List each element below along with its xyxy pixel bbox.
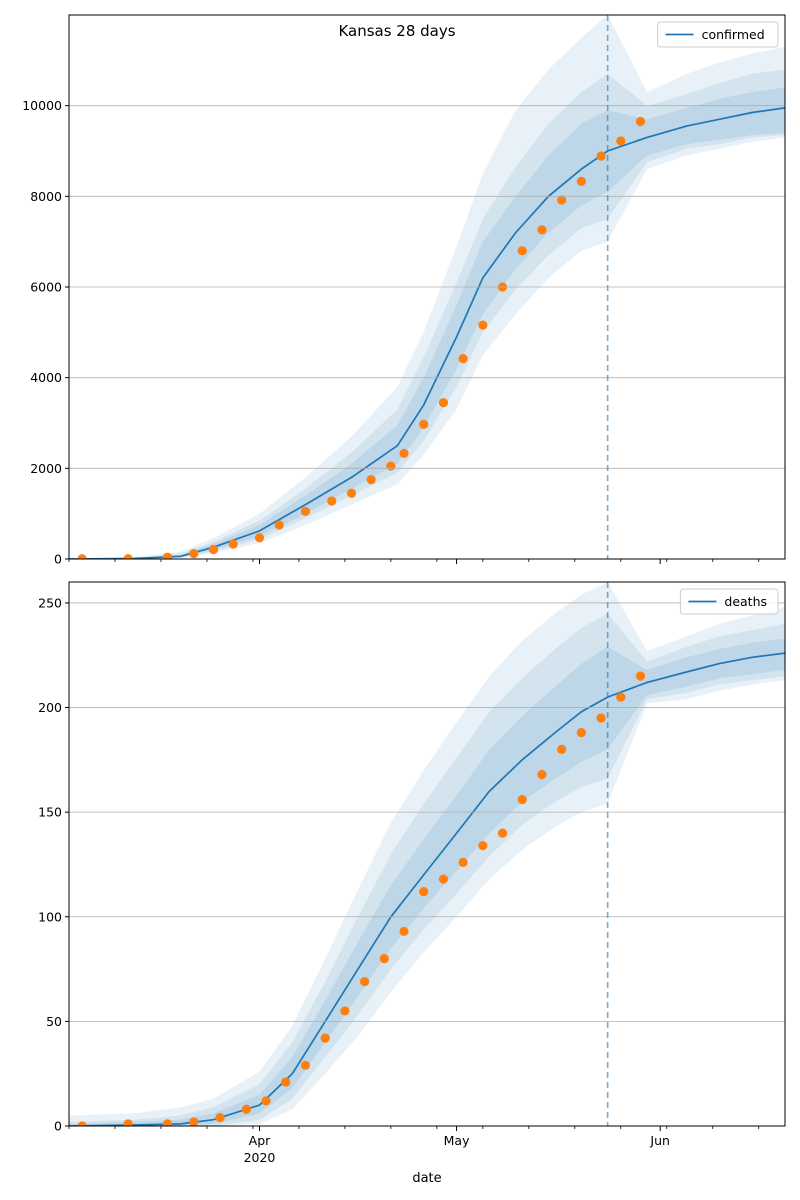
observed-point (77, 554, 87, 559)
legend-box (679, 588, 779, 615)
x-tick-label: Apr (249, 1133, 271, 1148)
observed-point (123, 554, 133, 559)
y-tick-label: 250 (38, 595, 62, 610)
observed-point (228, 539, 238, 549)
observed-point (596, 713, 606, 723)
observed-point (596, 151, 606, 161)
figure-title: Kansas 28 days (338, 22, 455, 40)
observed-point (123, 1119, 133, 1126)
observed-point (359, 977, 370, 987)
observed-point (281, 1077, 291, 1087)
observed-point (438, 398, 449, 408)
y-tick-label: 2000 (30, 461, 62, 476)
x-tick-label: May (444, 1133, 470, 1148)
plot-area (69, 15, 785, 559)
inner-uncertainty-band (69, 87, 785, 559)
observed-point (537, 225, 547, 235)
legend-label: deaths (724, 594, 767, 609)
observed-point (537, 769, 547, 780)
observed-point (254, 533, 265, 543)
inner-uncertainty-band (69, 638, 785, 1126)
observed-point (419, 419, 429, 429)
y-tick-label: 8000 (30, 189, 62, 204)
y-tick-label: 0 (54, 552, 62, 567)
observed-point (274, 520, 284, 530)
observed-point (438, 874, 449, 884)
plot-area (69, 582, 785, 1126)
observed-point (557, 744, 567, 754)
outer-uncertainty-band (69, 582, 785, 1126)
legend-box (657, 21, 779, 48)
observed-point (208, 544, 219, 555)
observed-point (557, 195, 567, 205)
observed-point (340, 1006, 350, 1016)
outer-uncertainty-band (69, 15, 785, 559)
deaths-panel: 0 50 100 150 200 250 Apr 2020 May Jun deaths (38, 581, 786, 1165)
y-tick-label: 10000 (22, 98, 62, 113)
axes-frame (68, 581, 786, 1127)
x-tick-label: Jun (649, 1133, 670, 1148)
median-line (69, 107, 785, 559)
observed-point (300, 1060, 311, 1070)
observed-point (320, 1033, 330, 1043)
observed-point (576, 176, 586, 186)
observed-point (366, 475, 376, 485)
median-line (69, 652, 785, 1126)
legend-label: confirmed (702, 27, 765, 42)
observed-point (215, 1113, 225, 1123)
legend: deaths (679, 588, 779, 615)
observed-point (635, 116, 646, 127)
observed-point (261, 1096, 271, 1106)
y-tick-label: 200 (38, 700, 62, 715)
legend: confirmed (657, 21, 779, 48)
observed-point (241, 1104, 251, 1114)
observed-point (478, 841, 488, 851)
observed-point (616, 136, 626, 146)
x-tick-sublabel: 2020 (244, 1150, 276, 1165)
y-tick-label: 4000 (30, 370, 62, 385)
observed-point (616, 692, 626, 702)
observed-point (576, 728, 586, 738)
observed-point (478, 320, 488, 330)
observed-point (162, 552, 173, 559)
y-tick-label: 150 (38, 805, 62, 820)
observed-point (327, 496, 337, 506)
y-tick-label: 100 (38, 909, 62, 924)
middle-uncertainty-band (69, 69, 785, 559)
observed-point (458, 354, 468, 364)
y-tick-label: 0 (54, 1119, 62, 1134)
observed-point (77, 1121, 87, 1126)
observed-point (419, 887, 429, 897)
observed-point (189, 548, 199, 559)
confirmed-panel: 0 2000 4000 6000 8000 10000 confirmed (22, 14, 786, 567)
observed-point (497, 828, 508, 838)
observed-point (399, 926, 409, 937)
observed-point (458, 857, 468, 867)
y-tick-label: 50 (46, 1014, 62, 1029)
x-axis-label: date (412, 1171, 441, 1186)
observed-point (162, 1119, 173, 1126)
observed-point (300, 506, 311, 516)
observed-point (346, 488, 357, 498)
observed-point (386, 461, 396, 471)
observed-point (379, 954, 389, 964)
observed-point (189, 1117, 199, 1126)
y-tick-label: 6000 (30, 280, 62, 295)
observed-point (399, 448, 409, 458)
observed-point (517, 795, 527, 805)
observed-point (635, 671, 646, 681)
observed-point (517, 246, 527, 256)
